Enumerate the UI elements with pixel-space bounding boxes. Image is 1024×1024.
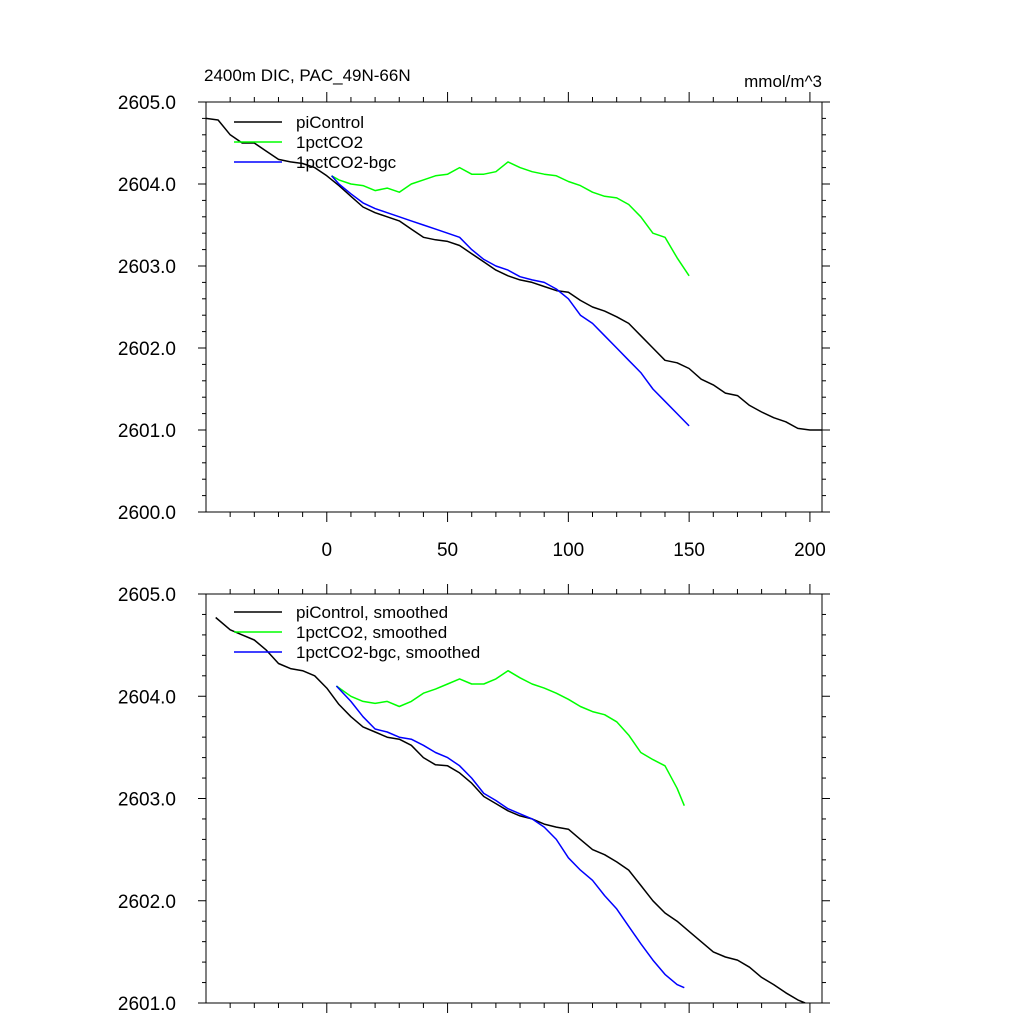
legend-label: 1pctCO2, smoothed: [296, 623, 447, 642]
y-tick-label: 2603.0: [118, 257, 176, 278]
legend-label: piControl, smoothed: [296, 603, 448, 622]
series-line-1pctco2-bgc: [331, 175, 690, 427]
y-tick-label: 2602.0: [118, 892, 176, 913]
bottom-panel: 2601.0 2602.0 2603.0 2604.0 2605.0 piControl,…: [118, 584, 830, 1015]
y-tick-label: 2602.0: [118, 339, 176, 360]
legend-label: 1pctCO2-bgc: [296, 153, 397, 172]
legend-label: piControl: [296, 113, 364, 132]
series-line-1pctco2-smoothed: [335, 669, 685, 806]
y-tick-label: 2605.0: [118, 93, 176, 114]
y-tick-label: 2605.0: [118, 585, 176, 606]
chart-units: mmol/m^3: [744, 72, 822, 91]
y-tick-label: 2604.0: [118, 687, 176, 708]
y-tick-label: 2604.0: [118, 175, 176, 196]
x-tick-label: 200: [794, 540, 826, 561]
plot-frame: [205, 101, 823, 513]
series-line-1pctco2: [331, 161, 690, 277]
y-tick-label: 2603.0: [118, 790, 176, 811]
x-tick-label: 150: [673, 540, 705, 561]
legend-label: 1pctCO2: [296, 133, 363, 152]
y-tick-label: 2601.0: [118, 994, 176, 1015]
x-tick-label: 50: [437, 540, 458, 561]
x-tick-label: 100: [553, 540, 585, 561]
x-tick-label: 0: [321, 540, 332, 561]
y-tick-label: 2600.0: [118, 503, 176, 524]
top-panel: 2400m DIC, PAC_49N-66N mmol/m^3 2600.0 26…: [118, 66, 830, 561]
series-line-picontrol-smoothed: [215, 616, 806, 1003]
y-tick-label: 2601.0: [118, 421, 176, 442]
legend-label: 1pctCO2-bgc, smoothed: [296, 643, 480, 662]
series-line-1pctco2-bgc-smoothed: [335, 685, 685, 989]
series-line-picontrol: [206, 117, 822, 431]
chart-title: 2400m DIC, PAC_49N-66N: [204, 66, 411, 85]
